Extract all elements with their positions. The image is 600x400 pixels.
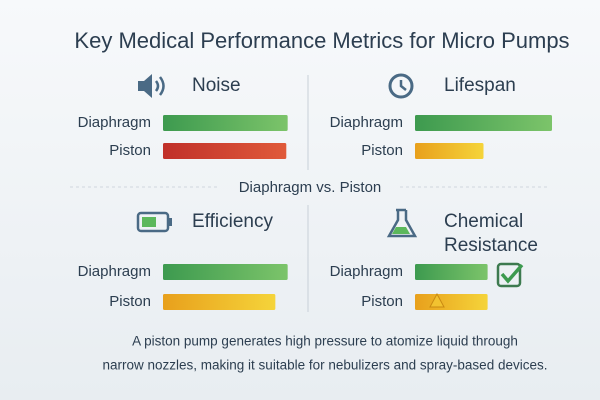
row-label: Piston — [361, 293, 403, 310]
icon — [169, 218, 172, 226]
row-label: Piston — [109, 142, 151, 159]
row-label: Diaphragm — [78, 263, 151, 280]
row-label: Piston — [361, 142, 403, 159]
icon — [136, 211, 170, 233]
row-label: Diaphragm — [330, 263, 403, 280]
icon — [142, 217, 156, 227]
row-label: Piston — [109, 293, 151, 310]
bar — [163, 264, 288, 280]
subtitle: Diaphragm vs. Piston — [239, 179, 382, 196]
icon — [388, 73, 414, 99]
row-label: Diaphragm — [330, 114, 403, 131]
icon — [154, 76, 165, 96]
panel-title: Chemical — [444, 211, 523, 232]
bar — [415, 143, 484, 159]
bar — [415, 264, 488, 280]
icon — [399, 80, 407, 91]
caption: A piston pump generates high pressure to… — [132, 334, 518, 349]
panel-title: Efficiency — [192, 211, 273, 232]
bar — [163, 294, 276, 310]
check-icon — [500, 263, 524, 284]
bar — [415, 294, 488, 310]
icon — [392, 227, 410, 234]
bar — [415, 115, 552, 131]
check-icon — [496, 262, 522, 288]
bar — [163, 143, 287, 159]
icon — [386, 208, 418, 238]
icon — [138, 74, 152, 98]
panel-title: Lifespan — [444, 75, 516, 96]
panel-title: Noise — [192, 75, 241, 96]
warning-icon — [429, 292, 445, 308]
row-label: Diaphragm — [78, 114, 151, 131]
title: Key Medical Performance Metrics for Micr… — [74, 28, 569, 53]
panel-title: Resistance — [444, 235, 538, 256]
bar — [163, 115, 288, 131]
caption: narrow nozzles, making it suitable for n… — [103, 358, 548, 373]
